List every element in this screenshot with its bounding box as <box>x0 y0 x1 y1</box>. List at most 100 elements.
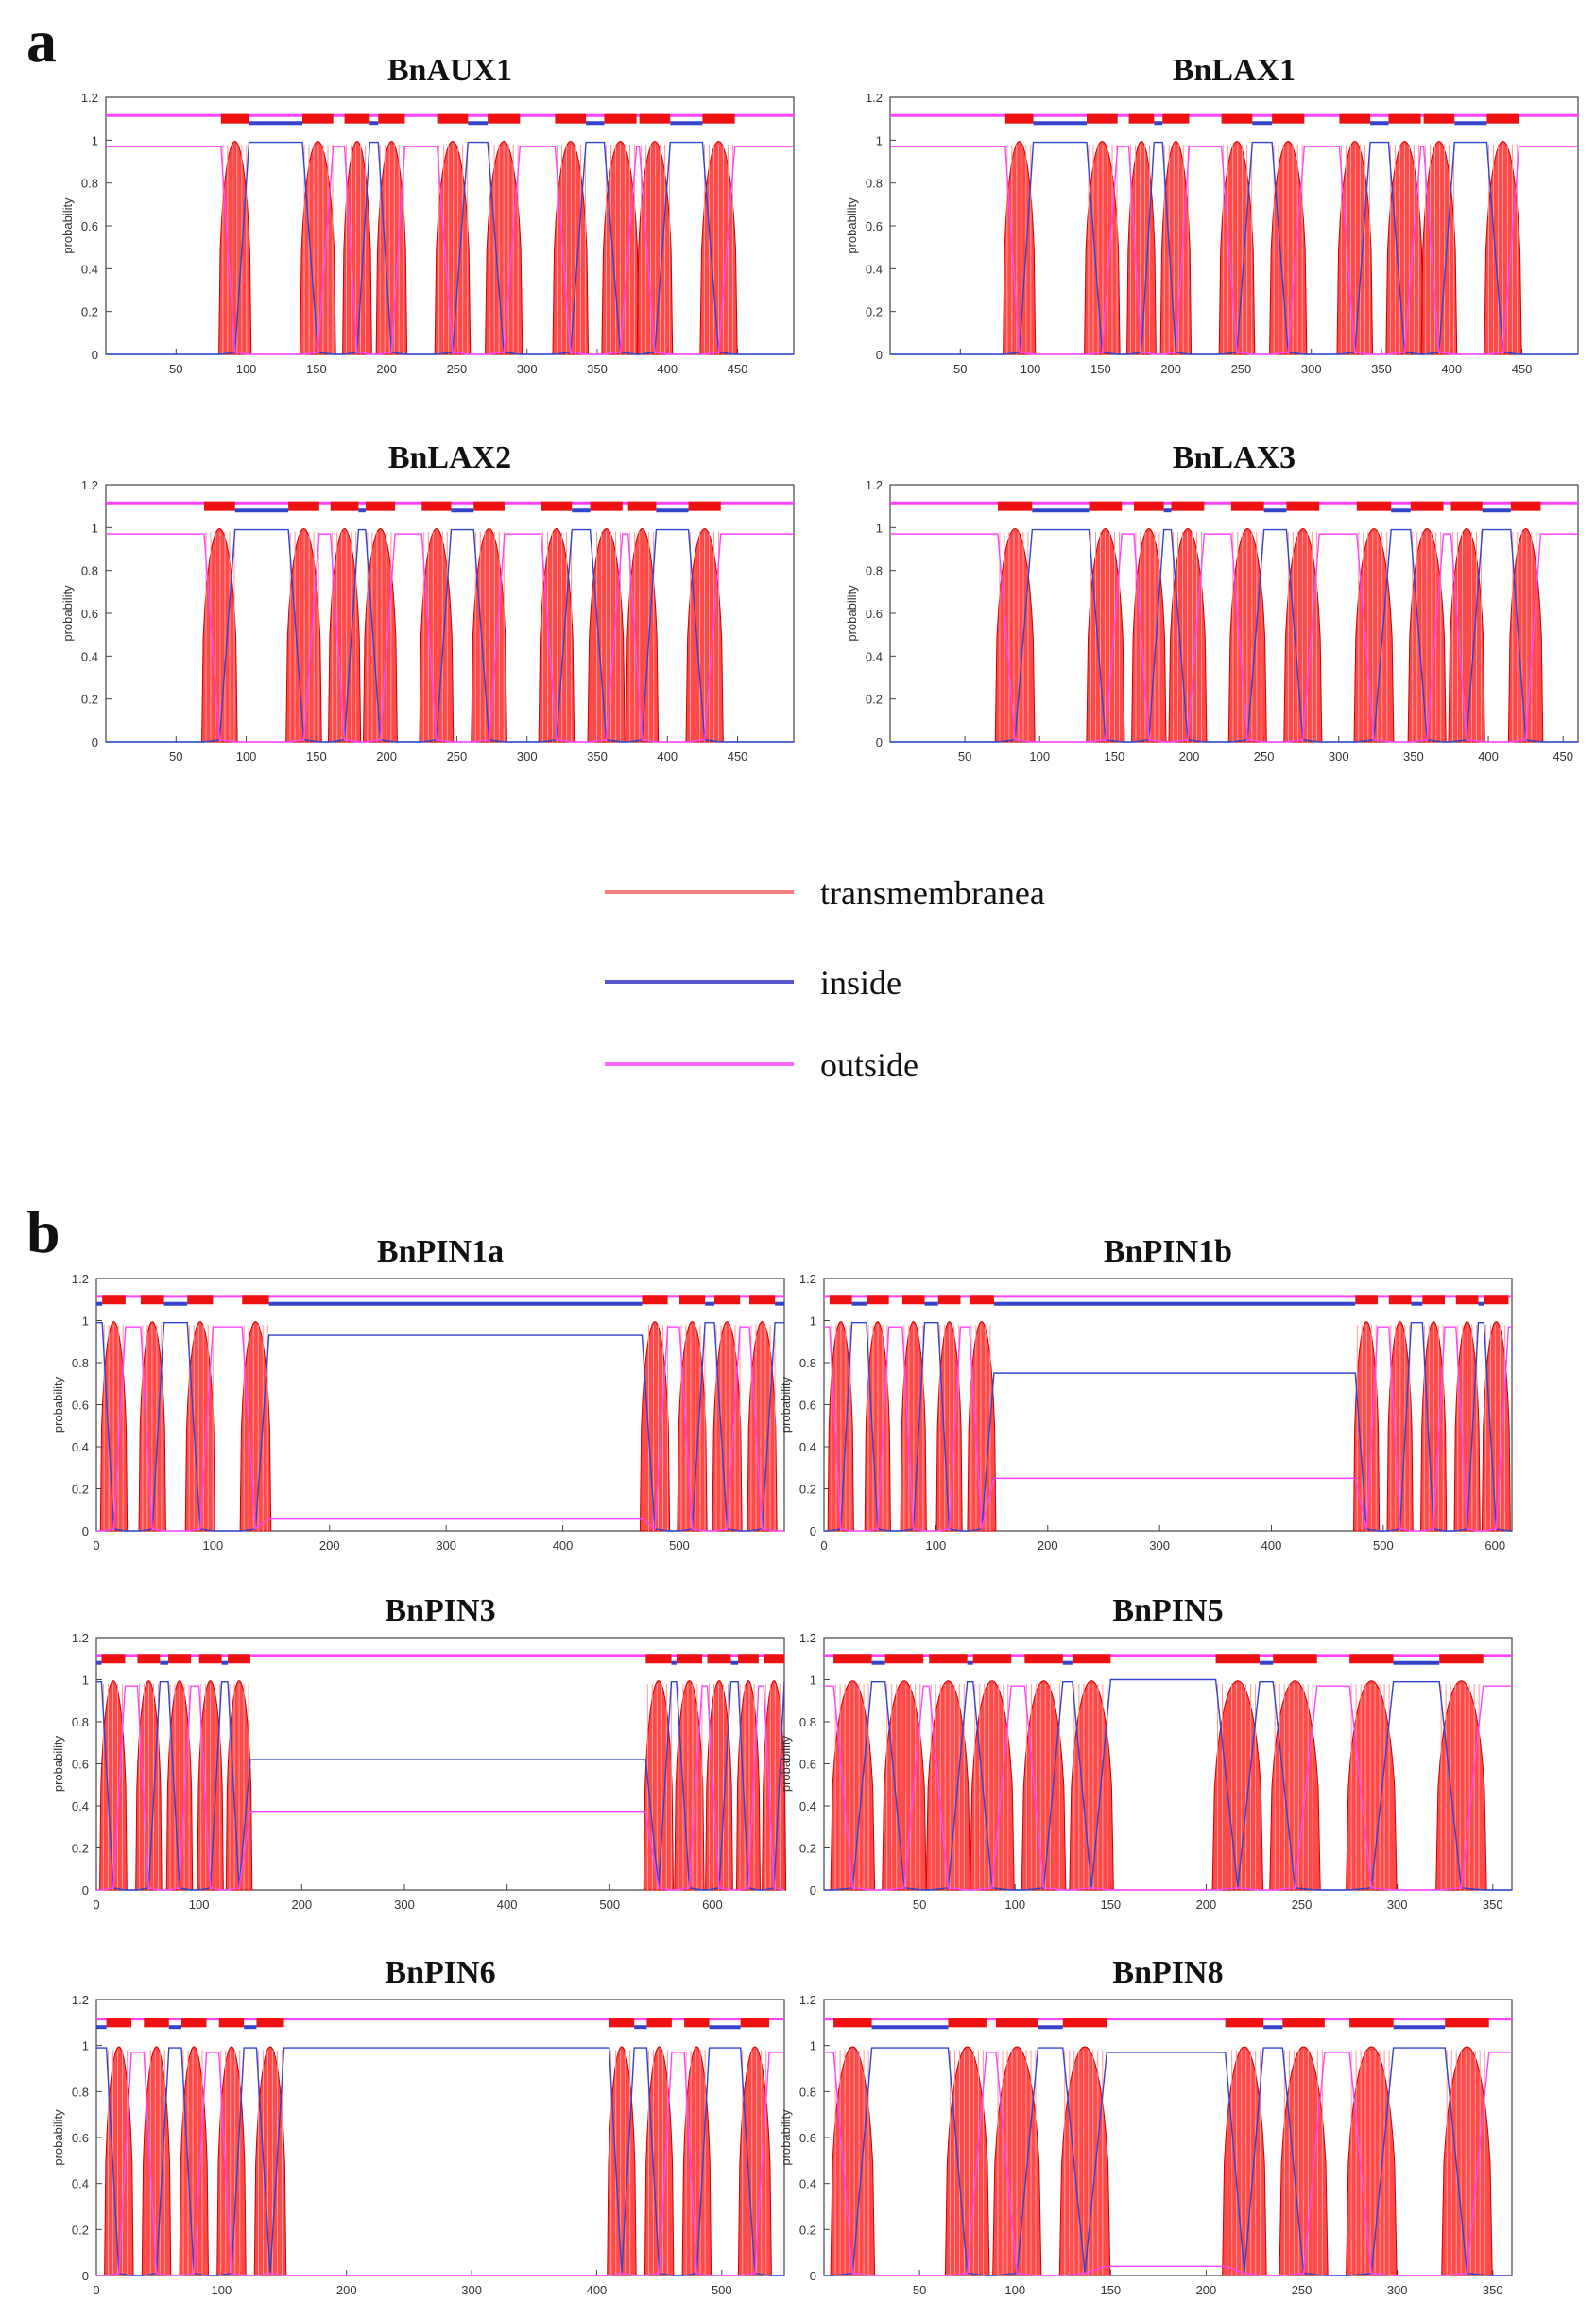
outside-probability-line <box>890 146 1578 355</box>
x-tick-label: 50 <box>169 362 182 376</box>
tm-probability-peak <box>639 1321 671 1532</box>
y-tick-label: 0.4 <box>72 1440 89 1454</box>
x-tick-label: 500 <box>669 1538 690 1553</box>
y-tick-label: 0.6 <box>799 1758 816 1772</box>
y-tick-label: 0 <box>82 1524 89 1538</box>
x-tick-label: 200 <box>376 362 397 376</box>
chart-svg-bnlax3: BnLAX3 0 0.2 0.4 0.6 0.8 1 1.2 probability 50 100 1… <box>845 440 1579 764</box>
y-tick-label: 0.6 <box>799 2131 816 2145</box>
tm-topology-block <box>144 2018 169 2028</box>
y-tick-label: 1 <box>810 1314 816 1329</box>
x-tick-label: 250 <box>1254 749 1275 764</box>
y-tick-label: 0 <box>82 2269 89 2283</box>
outside-probability-line <box>824 1685 1512 1891</box>
x-tick-label: 300 <box>517 362 538 376</box>
y-tick-label: 1.2 <box>81 91 98 105</box>
y-tick-label: 0.4 <box>799 2177 816 2191</box>
tm-topology-block <box>833 2018 872 2028</box>
x-tick-label: 300 <box>1301 362 1322 376</box>
tm-topology-block <box>1230 501 1264 511</box>
y-tick-label: 0.2 <box>799 1842 816 1856</box>
x-tick-label: 50 <box>913 1897 926 1912</box>
tm-topology-block <box>1273 1654 1317 1664</box>
tm-topology-block <box>1282 2018 1325 2028</box>
chart-svg-bnpin3: BnPIN3 0 0.2 0.4 0.6 0.8 1 1.2 probability 0 100 20… <box>51 1593 787 1912</box>
x-tick-label: 0 <box>93 1538 99 1553</box>
tm-topology-block <box>473 501 505 511</box>
tm-topology-block <box>1089 501 1123 511</box>
x-tick-label: 50 <box>953 362 967 376</box>
tm-topology-block <box>740 2018 770 2028</box>
x-tick-label: 150 <box>1100 1897 1121 1912</box>
tm-probability-peak <box>747 1321 778 1532</box>
x-tick-label: 200 <box>376 749 397 764</box>
x-tick-label: 50 <box>958 749 971 764</box>
legend-item-transmembrane: transmembranea <box>605 874 1096 912</box>
tm-topology-block <box>969 1295 994 1305</box>
y-tick-label: 0.2 <box>866 305 883 319</box>
y-tick-label: 1.2 <box>81 478 98 492</box>
x-tick-label: 250 <box>1292 2283 1313 2297</box>
x-tick-label: 250 <box>447 749 468 764</box>
y-tick-label: 1 <box>82 1674 89 1688</box>
y-axis-label: probability <box>779 2109 793 2166</box>
y-tick-label: 0.6 <box>81 219 98 233</box>
y-tick-label: 0 <box>82 1883 89 1897</box>
tm-topology-block <box>1439 1654 1484 1664</box>
y-tick-label: 0.2 <box>72 2223 89 2237</box>
chart-bnlax2: BnLAX2 0 0.2 0.4 0.6 0.8 1 1.2 probability 50 100 1… <box>47 439 803 780</box>
y-tick-label: 0.2 <box>81 305 98 319</box>
x-tick-label: 150 <box>1100 2283 1121 2297</box>
tm-topology-block <box>1272 113 1305 124</box>
y-tick-label: 0.2 <box>72 1842 89 1856</box>
chart-svg-bnpin6: BnPIN6 0 0.2 0.4 0.6 0.8 1 1.2 probability 0 100 20… <box>51 1955 785 2297</box>
outside-probability-line <box>96 1685 785 1891</box>
y-tick-label: 1 <box>82 2039 89 2053</box>
tm-probability-peak <box>994 527 1036 743</box>
y-tick-label: 0.6 <box>866 607 883 621</box>
outside-probability-line <box>106 533 794 743</box>
tm-probability-peak <box>1353 527 1395 743</box>
tm-topology-block <box>713 1295 741 1305</box>
panel-letter-a: a <box>26 8 57 75</box>
y-tick-label: 1.2 <box>799 1993 816 2007</box>
x-tick-label: 250 <box>1231 362 1252 376</box>
tm-topology-block <box>707 1654 731 1664</box>
y-tick-label: 0.4 <box>72 2177 89 2191</box>
tm-probability-peak <box>253 2046 287 2276</box>
x-tick-label: 350 <box>1403 749 1424 764</box>
tm-topology-block <box>1450 501 1483 511</box>
tm-topology-block <box>378 113 405 124</box>
tm-topology-block <box>541 501 573 511</box>
x-tick-label: 150 <box>1105 749 1125 764</box>
x-tick-label: 400 <box>497 1897 518 1912</box>
tm-topology-block <box>948 2018 987 2028</box>
tm-topology-block <box>1355 1295 1378 1305</box>
legend-item-inside: inside <box>605 964 1096 1002</box>
x-tick-label: 500 <box>712 2283 732 2297</box>
tm-topology-block <box>684 2018 710 2028</box>
y-tick-label: 0 <box>810 1883 816 1897</box>
y-tick-label: 0.4 <box>799 1440 816 1454</box>
tm-topology-block <box>555 113 587 124</box>
x-tick-label: 400 <box>1478 749 1499 764</box>
chart-svg-bnpin8: BnPIN8 0 0.2 0.4 0.6 0.8 1 1.2 probability 50 100 1… <box>779 1955 1513 2297</box>
y-tick-label: 0 <box>876 348 883 362</box>
tm-topology-block <box>829 1295 852 1305</box>
x-tick-label: 100 <box>926 1538 947 1553</box>
legend-label-inside: inside <box>820 964 901 1002</box>
x-tick-label: 450 <box>728 362 748 376</box>
tm-topology-block <box>1455 1295 1479 1305</box>
y-tick-label: 0.8 <box>72 2085 89 2099</box>
y-tick-label: 0.2 <box>866 693 883 707</box>
y-tick-label: 0.6 <box>866 219 883 233</box>
tm-topology-block <box>228 1654 250 1664</box>
outside-probability-line <box>96 2052 784 2276</box>
x-tick-label: 300 <box>1387 1897 1408 1912</box>
inside-probability-line <box>824 1322 1512 1532</box>
tm-probability-peak <box>737 2046 772 2276</box>
tm-topology-block <box>344 113 370 124</box>
y-tick-label: 0.6 <box>72 2131 89 2145</box>
y-tick-label: 0.2 <box>72 1483 89 1497</box>
tm-topology-block <box>645 1654 672 1664</box>
